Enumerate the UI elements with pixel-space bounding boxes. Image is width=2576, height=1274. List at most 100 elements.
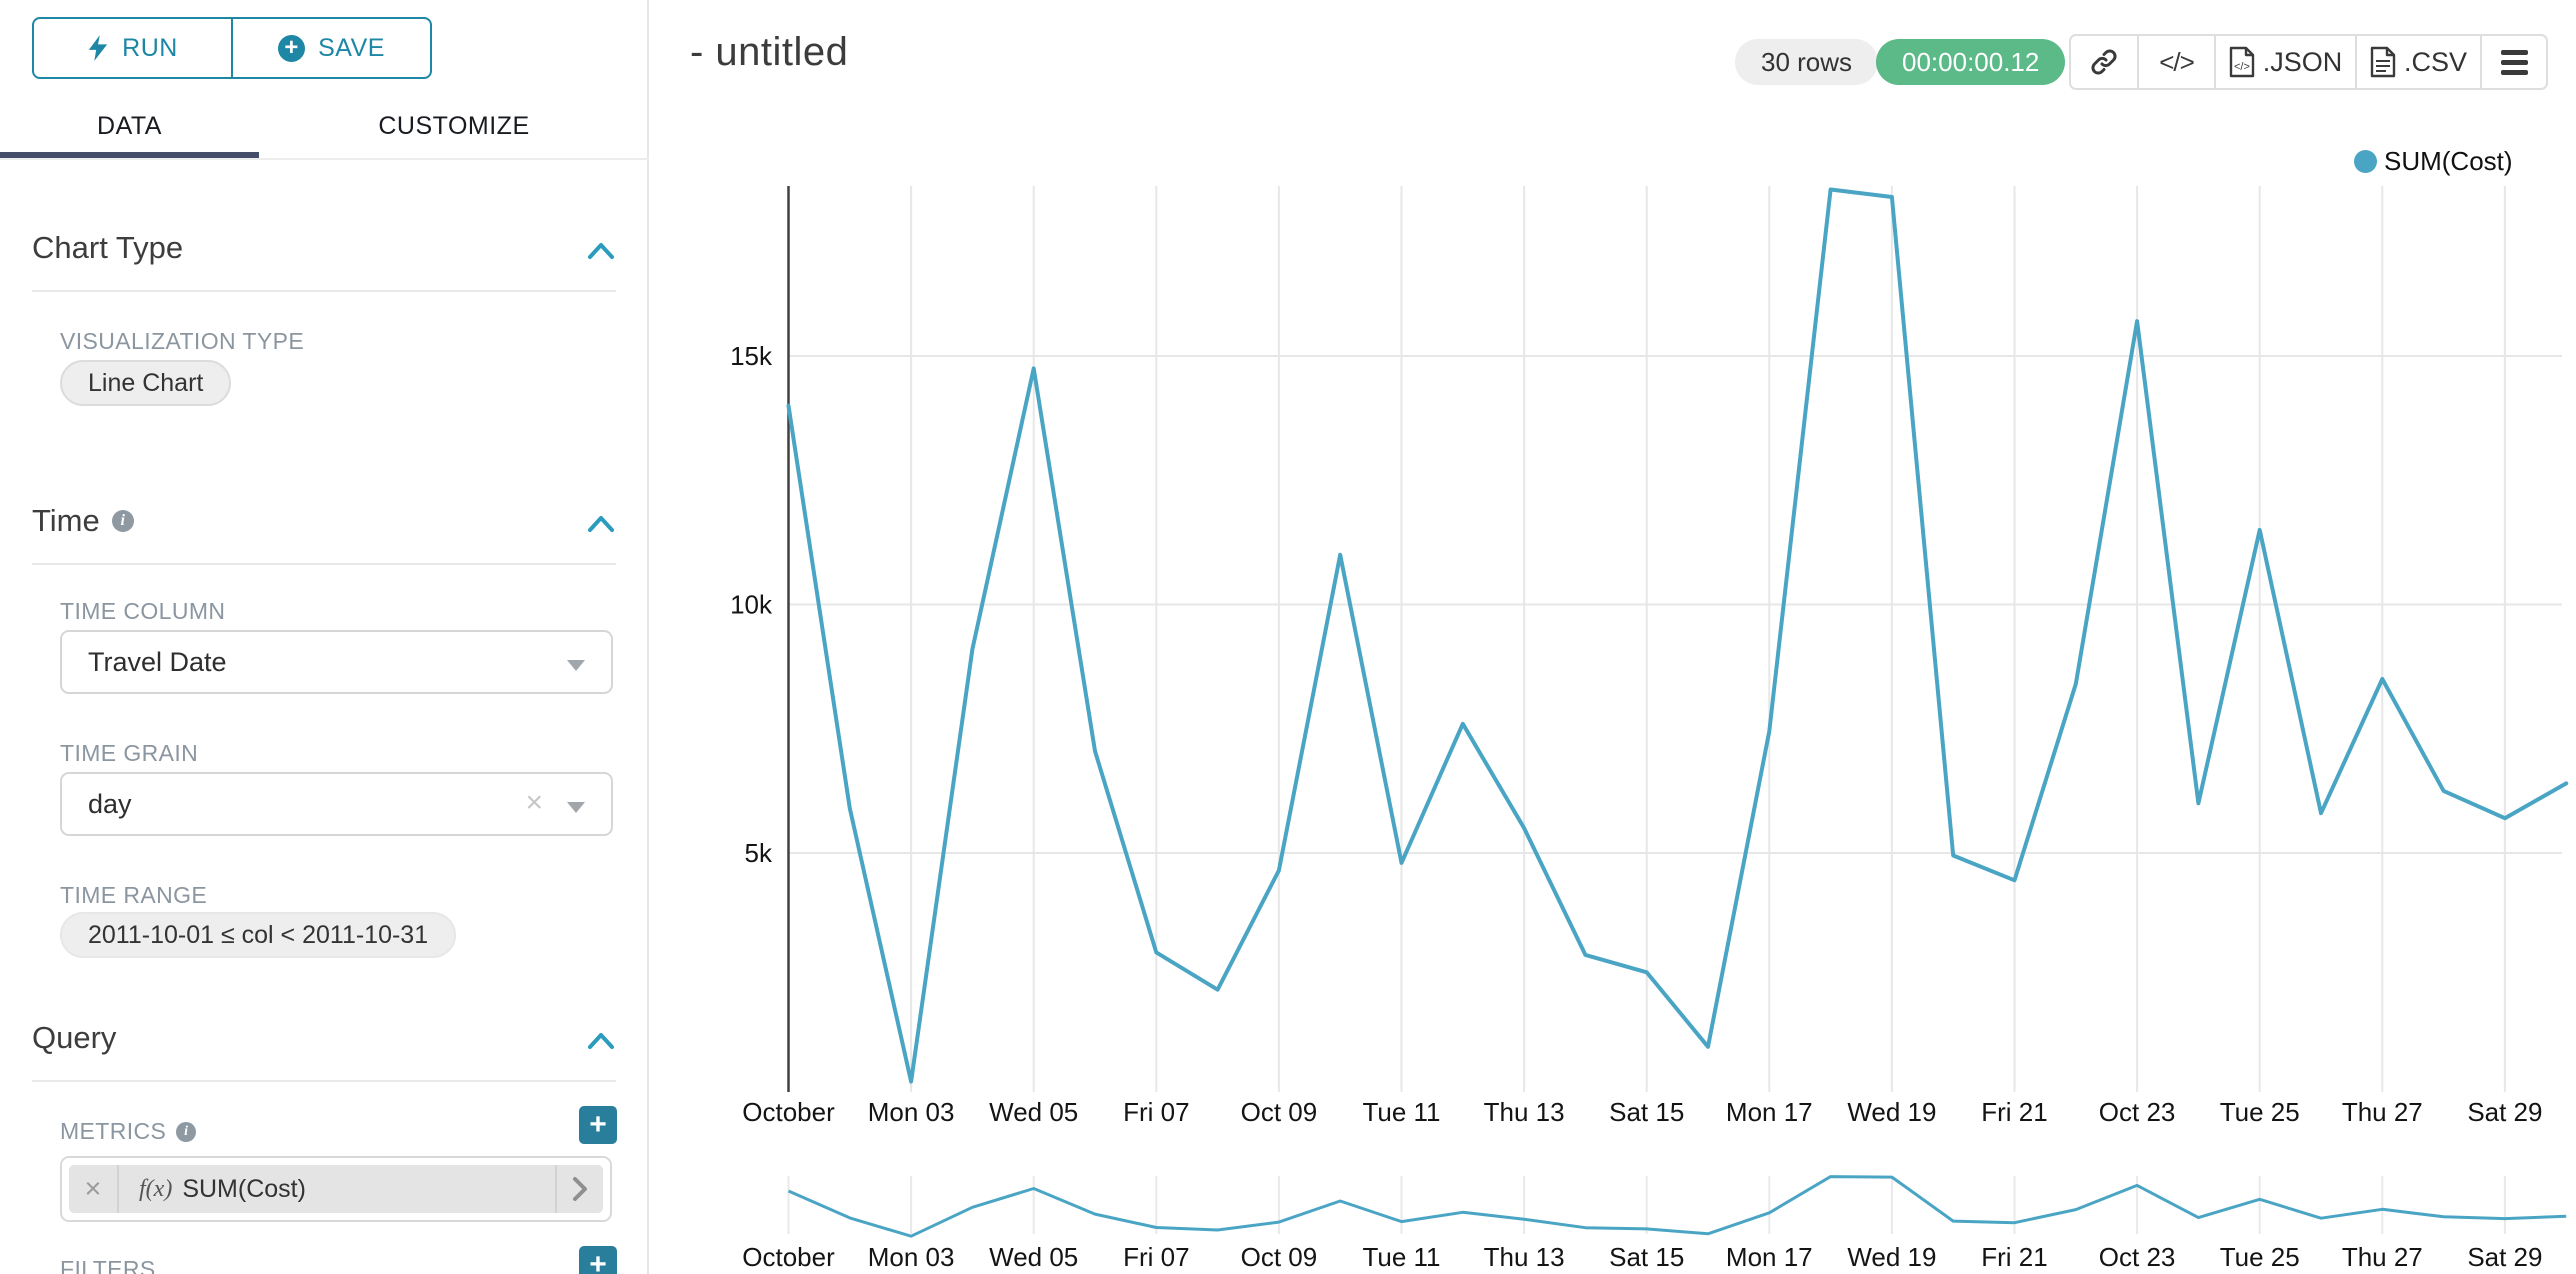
chevron-right-icon[interactable]: [555, 1165, 603, 1213]
run-button[interactable]: RUN: [34, 19, 233, 77]
time-range-pill[interactable]: 2011-10-01 ≤ col < 2011-10-31: [60, 912, 457, 958]
file-code-icon: </>: [2229, 46, 2254, 78]
tab-data[interactable]: DATA: [97, 111, 162, 140]
info-circle-icon: i: [111, 510, 134, 532]
svg-text:Thu 13: Thu 13: [1484, 1242, 1565, 1272]
file-text-icon: [2370, 46, 2396, 78]
visualization-type-label: VISUALIZATION TYPE: [60, 328, 305, 354]
section-divider: [32, 1080, 616, 1082]
tab-customize[interactable]: CUSTOMIZE: [378, 111, 530, 140]
time-grain-label: TIME GRAIN: [60, 740, 199, 766]
section-divider: [32, 290, 616, 292]
svg-text:Thu 13: Thu 13: [1484, 1097, 1565, 1127]
section-divider: [32, 563, 616, 565]
export-csv-button[interactable]: .CSV: [2357, 36, 2482, 88]
hamburger-icon: [2500, 49, 2528, 75]
chart-actions-toolbar: </> </> .JSON .CSV: [2069, 34, 2548, 90]
viz-type-pill[interactable]: Line Chart: [60, 360, 232, 406]
svg-text:Fri 21: Fri 21: [1981, 1097, 2047, 1127]
lightning-bolt-icon: [88, 35, 108, 61]
mini-series-line[interactable]: [787, 1175, 2567, 1238]
svg-text:Sat 29: Sat 29: [2467, 1097, 2542, 1127]
svg-text:Oct 09: Oct 09: [1241, 1097, 1318, 1127]
query-timer-badge: 00:00:00.12: [1876, 39, 2066, 85]
time-title: Time: [32, 503, 100, 538]
y-gridlines: [788, 355, 2562, 854]
legend-swatch: [2354, 150, 2377, 173]
time-grain-value: day: [88, 788, 132, 819]
caret-down-icon: [567, 660, 585, 671]
link-icon: [2091, 49, 2117, 75]
svg-text:Oct 23: Oct 23: [2099, 1097, 2176, 1127]
svg-text:Sat 15: Sat 15: [1609, 1097, 1684, 1127]
save-button[interactable]: + SAVE: [233, 19, 430, 77]
time-column-value: Travel Date: [88, 646, 227, 677]
chevron-up-icon[interactable]: [586, 1030, 616, 1052]
svg-text:Mon 03: Mon 03: [868, 1242, 955, 1272]
run-save-button-group: RUN + SAVE: [32, 17, 432, 79]
svg-text:Tue 25: Tue 25: [2220, 1242, 2300, 1272]
svg-text:Tue 11: Tue 11: [1362, 1242, 1440, 1272]
clear-x-icon[interactable]: ×: [525, 786, 543, 819]
section-title-chart-type: Chart Type: [32, 230, 183, 266]
add-filter-button[interactable]: +: [579, 1246, 617, 1274]
svg-text:Wed 05: Wed 05: [989, 1242, 1078, 1272]
time-column-select[interactable]: Travel Date: [60, 630, 613, 694]
svg-text:Oct 09: Oct 09: [1241, 1242, 1318, 1272]
svg-text:Sat 15: Sat 15: [1609, 1242, 1684, 1272]
svg-text:Tue 25: Tue 25: [2220, 1097, 2300, 1127]
chart-menu-button[interactable]: [2482, 36, 2546, 88]
chevron-up-icon[interactable]: [586, 513, 616, 535]
filters-label: FILTERS: [60, 1256, 156, 1274]
svg-text:Mon 17: Mon 17: [1726, 1242, 1813, 1272]
svg-text:5k: 5k: [745, 838, 773, 868]
svg-text:</>: </>: [2234, 61, 2250, 73]
remove-metric-icon[interactable]: ×: [69, 1165, 119, 1213]
time-grain-select[interactable]: day ×: [60, 772, 613, 836]
svg-text:October: October: [742, 1242, 835, 1272]
export-json-label: .JSON: [2262, 46, 2343, 77]
plus-circle-icon: +: [278, 34, 306, 62]
time-range-label: TIME RANGE: [60, 882, 208, 908]
info-circle-icon: i: [176, 1121, 197, 1142]
svg-text:Tue 11: Tue 11: [1362, 1097, 1440, 1127]
run-button-label: RUN: [122, 33, 178, 62]
context-mini-chart[interactable]: October Mon 03 Wed 05 Fri 07 Oct 09 Tue 11 Thu…: [742, 1175, 2567, 1272]
svg-text:Wed 19: Wed 19: [1847, 1242, 1936, 1272]
active-tab-underline: [0, 152, 259, 160]
svg-text:Fri 07: Fri 07: [1123, 1242, 1189, 1272]
svg-text:Fri 07: Fri 07: [1123, 1097, 1189, 1127]
chevron-up-icon[interactable]: [586, 240, 616, 262]
time-range-value: 2011-10-01 ≤ col < 2011-10-31: [88, 920, 429, 949]
row-count-badge: 30 rows: [1735, 39, 1879, 85]
share-link-button[interactable]: [2071, 36, 2139, 88]
add-metric-button[interactable]: +: [579, 1106, 617, 1144]
fx-icon: f(x): [139, 1175, 173, 1202]
time-column-label: TIME COLUMN: [60, 598, 226, 624]
svg-text:Wed 19: Wed 19: [1847, 1097, 1936, 1127]
svg-text:Fri 21: Fri 21: [1981, 1242, 2047, 1272]
legend-label: SUM(Cost): [2384, 146, 2513, 176]
section-title-time: Time i: [32, 503, 134, 539]
series-line-sum-cost[interactable]: [786, 187, 2569, 1084]
export-json-button[interactable]: </> .JSON: [2216, 36, 2357, 88]
chart-legend[interactable]: SUM(Cost): [2354, 146, 2513, 177]
metric-edit-area[interactable]: f(x) SUM(Cost): [119, 1165, 555, 1213]
section-title-query: Query: [32, 1020, 116, 1056]
y-axis-tick-labels: 5k 10k 15k: [730, 341, 773, 868]
svg-text:Sat 29: Sat 29: [2467, 1242, 2542, 1272]
embed-code-button[interactable]: </>: [2139, 36, 2216, 88]
control-panel: RUN + SAVE DATA CUSTOMIZE Chart Type VIS…: [0, 0, 649, 1274]
svg-text:October: October: [742, 1097, 835, 1127]
svg-text:Mon 17: Mon 17: [1726, 1097, 1813, 1127]
tabs-divider: [0, 158, 649, 160]
viz-type-value: Line Chart: [88, 368, 204, 397]
svg-text:10k: 10k: [730, 590, 773, 620]
query-title: Query: [32, 1020, 117, 1055]
metric-control: × f(x) SUM(Cost): [60, 1156, 612, 1222]
chart-type-title: Chart Type: [32, 230, 184, 265]
svg-text:Wed 05: Wed 05: [989, 1097, 1078, 1127]
chart-title[interactable]: - untitled: [690, 30, 849, 74]
